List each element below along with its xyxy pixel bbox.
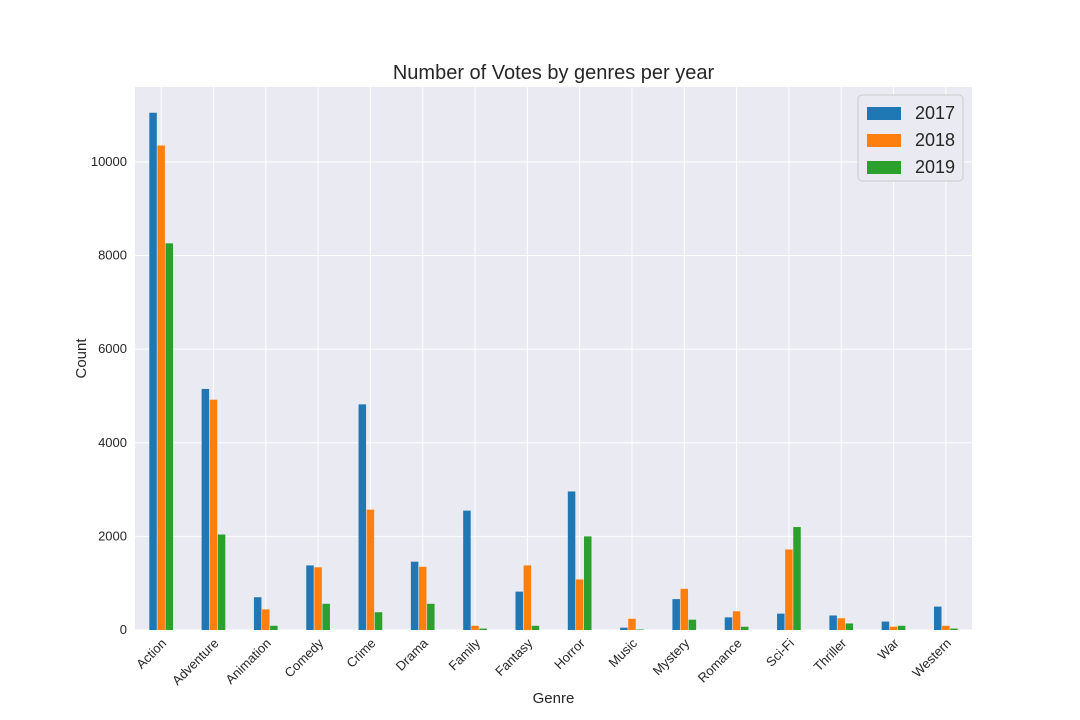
x-tick-label: Thriller: [811, 635, 850, 674]
bar-2019-war: [897, 625, 906, 630]
bar-2018-animation: [262, 609, 270, 630]
y-axis-label: Count: [73, 338, 90, 379]
bar-2019-comedy: [322, 603, 330, 630]
y-tick-label: 6000: [98, 341, 127, 356]
bar-2018-thriller: [837, 618, 845, 630]
grid-lines: [135, 87, 972, 631]
x-tick-label: Drama: [393, 635, 432, 674]
y-tick-label: 8000: [98, 248, 127, 263]
legend-label-2017: 2017: [915, 103, 955, 123]
bar-2019-western: [950, 628, 958, 630]
bar-2017-action: [149, 112, 157, 631]
bar-2018-family: [471, 625, 479, 630]
bar-2017-sci-fi: [777, 613, 785, 630]
bar-2019-animation: [270, 625, 278, 630]
bar-2019-thriller: [845, 623, 854, 630]
legend: 2017 2018 2019: [857, 94, 964, 182]
x-tick-label: Western: [909, 636, 954, 681]
x-tick-label: Romance: [695, 636, 745, 686]
y-tick-label: 2000: [98, 528, 127, 543]
bar-2019-family: [479, 628, 487, 630]
y-tick-label: 10000: [91, 154, 127, 169]
bar-2019-adventure: [217, 534, 226, 630]
y-tick-label: 0: [120, 622, 127, 637]
bar-2017-drama: [410, 561, 419, 630]
x-tick-label: Sci-Fi: [763, 635, 797, 669]
x-tick-label: Mystery: [650, 635, 693, 678]
bar-2017-music: [620, 627, 628, 630]
bar-2019-romance: [740, 626, 749, 630]
bar-2017-mystery: [672, 599, 680, 630]
bar-2019-drama: [427, 603, 435, 630]
x-tick-label: Comedy: [281, 635, 326, 680]
bar-2018-sci-fi: [785, 549, 793, 630]
x-tick-label: Action: [133, 636, 169, 672]
bar-2018-drama: [418, 566, 427, 630]
bar-2019-horror: [584, 536, 592, 630]
bar-2017-fantasy: [515, 591, 523, 630]
y-tick-labels: 0 2000 4000 6000 8000 10000: [91, 154, 127, 637]
legend-swatch-2019: [867, 161, 901, 174]
bar-2018-action: [157, 145, 165, 630]
x-tick-labels: Action Adventure Animation Comedy Crime Drama…: [133, 635, 954, 688]
x-tick-label: Adventure: [169, 636, 222, 689]
bar-2019-fantasy: [531, 625, 540, 630]
bar-2018-adventure: [209, 399, 218, 630]
y-tick-label: 4000: [98, 435, 127, 450]
x-tick-label: War: [875, 635, 903, 663]
bar-2018-mystery: [680, 588, 689, 630]
bar-2017-war: [881, 621, 890, 630]
x-tick-label: Animation: [222, 636, 273, 687]
bar-2018-crime: [366, 509, 375, 630]
bar-2019-action: [165, 243, 174, 630]
bar-2017-western: [933, 606, 942, 630]
legend-swatch-2017: [867, 107, 901, 120]
x-tick-label: Fantasy: [492, 635, 536, 679]
bar-2017-crime: [358, 404, 367, 630]
chart-title: Number of Votes by genres per year: [393, 62, 715, 84]
bar-2019-crime: [374, 612, 383, 630]
bar-2017-horror: [567, 491, 576, 630]
bar-2017-family: [463, 510, 471, 630]
plot-background: [135, 87, 972, 630]
bars: [149, 112, 958, 631]
bar-2017-adventure: [201, 388, 210, 630]
bar-2018-war: [889, 626, 898, 630]
legend-swatch-2018: [867, 134, 901, 147]
bar-2018-horror: [575, 579, 584, 630]
x-tick-label: Family: [445, 635, 483, 673]
bar-2017-comedy: [306, 565, 314, 630]
x-tick-label: Horror: [551, 635, 588, 672]
bar-2018-music: [628, 618, 636, 630]
bar-2018-romance: [732, 611, 741, 630]
bar-2017-animation: [253, 597, 262, 630]
bar-2019-sci-fi: [793, 527, 801, 630]
bar-2018-western: [942, 625, 950, 630]
legend-label-2018: 2018: [915, 130, 955, 150]
bar-2017-thriller: [829, 615, 837, 630]
bar-2018-fantasy: [523, 565, 532, 630]
x-axis-label: Genre: [533, 690, 575, 707]
bar-2018-comedy: [314, 567, 322, 630]
legend-label-2019: 2019: [915, 157, 955, 177]
x-tick-label: Crime: [343, 636, 378, 671]
x-tick-label: Music: [605, 635, 640, 670]
bar-2019-mystery: [688, 619, 697, 630]
bar-2017-romance: [724, 617, 733, 630]
